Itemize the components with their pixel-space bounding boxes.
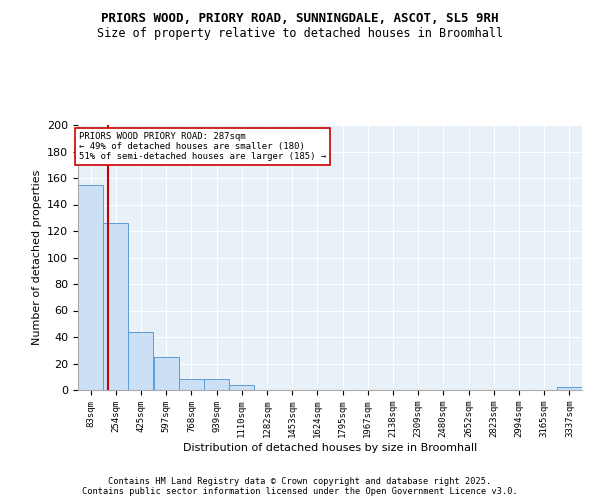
Bar: [128, 332, 153, 390]
Text: Size of property relative to detached houses in Broomhall: Size of property relative to detached ho…: [97, 28, 503, 40]
Bar: [154, 357, 179, 390]
Bar: [204, 380, 229, 390]
Text: Contains HM Land Registry data © Crown copyright and database right 2025.: Contains HM Land Registry data © Crown c…: [109, 477, 491, 486]
Bar: [103, 223, 128, 390]
Y-axis label: Number of detached properties: Number of detached properties: [32, 170, 41, 345]
Bar: [78, 184, 103, 390]
Text: Contains public sector information licensed under the Open Government Licence v3: Contains public sector information licen…: [82, 487, 518, 496]
Text: PRIORS WOOD PRIORY ROAD: 287sqm
← 49% of detached houses are smaller (180)
51% o: PRIORS WOOD PRIORY ROAD: 287sqm ← 49% of…: [79, 132, 326, 162]
Bar: [557, 388, 582, 390]
X-axis label: Distribution of detached houses by size in Broomhall: Distribution of detached houses by size …: [183, 443, 477, 453]
Bar: [229, 384, 254, 390]
Text: PRIORS WOOD, PRIORY ROAD, SUNNINGDALE, ASCOT, SL5 9RH: PRIORS WOOD, PRIORY ROAD, SUNNINGDALE, A…: [101, 12, 499, 26]
Bar: [179, 380, 204, 390]
